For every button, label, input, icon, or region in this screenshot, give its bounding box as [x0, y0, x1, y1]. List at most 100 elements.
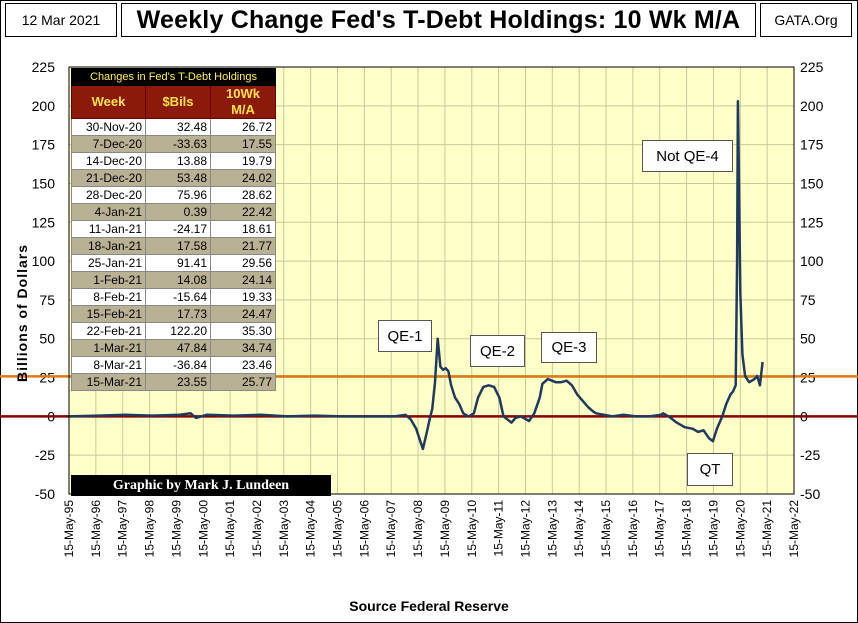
plot-border: [68, 66, 795, 495]
cell-week: 8-Mar-21: [71, 356, 146, 374]
table-row: 25-Jan-21 91.41 29.56: [71, 254, 276, 272]
table-row: 8-Feb-21 -15.64 19.33: [71, 288, 276, 306]
cell-bils: -24.17: [145, 220, 211, 238]
y-tick-label-right: 75: [800, 292, 816, 308]
table-row: 22-Feb-21 122.20 35.30: [71, 322, 276, 340]
cell-week: 8-Feb-21: [71, 288, 146, 306]
x-tick-label: 15-May-09: [438, 500, 452, 558]
x-tick-label: 15-May-15: [599, 500, 613, 558]
cell-ma: 25.77: [210, 373, 276, 391]
cell-ma: 35.30: [210, 322, 276, 340]
x-tick-label: 15-May-97: [116, 500, 130, 558]
cell-bils: 122.20: [145, 322, 211, 340]
cell-ma: 26.72: [210, 118, 276, 136]
cell-bils: 91.41: [145, 254, 211, 272]
cell-bils: 47.84: [145, 339, 211, 357]
y-tick-label-left: -50: [35, 486, 55, 502]
y-tick-label-right: -50: [800, 486, 820, 502]
x-tick-label: 15-May-02: [250, 500, 264, 558]
cell-ma: 24.47: [210, 305, 276, 323]
cell-ma: 23.46: [210, 356, 276, 374]
table-row: 1-Feb-21 14.08 24.14: [71, 271, 276, 289]
cell-ma: 34.74: [210, 339, 276, 357]
cell-ma: 29.56: [210, 254, 276, 272]
cell-week: 30-Nov-20: [71, 118, 146, 136]
cell-ma: 17.55: [210, 135, 276, 153]
cell-bils: -33.63: [145, 135, 211, 153]
table-row: 28-Dec-20 75.96 28.62: [71, 186, 276, 204]
cell-week: 15-Feb-21: [71, 305, 146, 323]
cell-bils: 17.58: [145, 237, 211, 255]
cell-week: 11-Jan-21: [71, 220, 146, 238]
x-tick-label: 15-May-17: [653, 500, 667, 558]
x-tick-label: 15-May-99: [169, 500, 183, 558]
annotation-qe1: QE-1: [378, 320, 432, 352]
x-tick-label: 15-May-18: [680, 500, 694, 558]
cell-week: 22-Feb-21: [71, 322, 146, 340]
table-row: 4-Jan-21 0.39 22.42: [71, 203, 276, 221]
table-row: 1-Mar-21 47.84 34.74: [71, 339, 276, 357]
cell-ma: 21.77: [210, 237, 276, 255]
table-row: 7-Dec-20 -33.63 17.55: [71, 135, 276, 153]
y-tick-label-right: 200: [800, 98, 824, 114]
cell-week: 28-Dec-20: [71, 186, 146, 204]
cell-ma: 22.42: [210, 203, 276, 221]
y-tick-label-right: 50: [800, 331, 816, 347]
cell-week: 1-Mar-21: [71, 339, 146, 357]
cell-week: 14-Dec-20: [71, 152, 146, 170]
x-tick-label: 15-May-16: [626, 500, 640, 558]
x-tick-label: 15-May-95: [62, 500, 76, 558]
cell-ma: 24.02: [210, 169, 276, 187]
x-tick-label: 15-May-03: [277, 500, 291, 558]
x-tick-label: 15-May-00: [196, 500, 210, 558]
data-table: Changes in Fed's T-Debt Holdings Week $B…: [71, 68, 276, 391]
x-tick-label: 15-May-19: [706, 500, 720, 558]
cell-bils: 0.39: [145, 203, 211, 221]
cell-ma: 18.61: [210, 220, 276, 238]
x-tick-label: 15-May-96: [89, 500, 103, 558]
table-row: 30-Nov-20 32.48 26.72: [71, 118, 276, 136]
x-tick-label: 15-May-04: [304, 500, 318, 558]
cell-bils: 75.96: [145, 186, 211, 204]
y-tick-label-right: 175: [800, 137, 824, 153]
x-axis-title: Source Federal Reserve: [349, 598, 509, 614]
cell-bils: -15.64: [145, 288, 211, 306]
annotation-qe3: QE-3: [541, 332, 597, 363]
cell-ma: 28.62: [210, 186, 276, 204]
table-row: 21-Dec-20 53.48 24.02: [71, 169, 276, 187]
y-tick-label-left: 150: [32, 175, 56, 191]
table-row: 14-Dec-20 13.88 19.79: [71, 152, 276, 170]
x-tick-label: 15-May-01: [223, 500, 237, 558]
x-tick-label: 15-May-07: [384, 500, 398, 558]
cell-week: 21-Dec-20: [71, 169, 146, 187]
cell-bils: 32.48: [145, 118, 211, 136]
y-tick-label-left: 100: [32, 253, 56, 269]
cell-week: 4-Jan-21: [71, 203, 146, 221]
table-row: 15-Mar-21 23.55 25.77: [71, 373, 276, 391]
cell-week: 25-Jan-21: [71, 254, 146, 272]
x-tick-label: 15-May-06: [357, 500, 371, 558]
x-tick-label: 15-May-10: [465, 500, 479, 558]
x-tick-label: 15-May-13: [545, 500, 559, 558]
x-tick-label: 15-May-05: [331, 500, 345, 558]
annotation-qt: QT: [687, 453, 733, 486]
x-tick-label: 15-May-21: [760, 500, 774, 558]
cell-ma: 24.14: [210, 271, 276, 289]
table-row: 18-Jan-21 17.58 21.77: [71, 237, 276, 255]
cell-ma: 19.33: [210, 288, 276, 306]
y-tick-label-right: 225: [800, 59, 824, 75]
cell-bils: -36.84: [145, 356, 211, 374]
y-tick-label-right: 125: [800, 214, 824, 230]
series-line: [68, 99, 764, 451]
cell-ma: 19.79: [210, 152, 276, 170]
x-tick-label: 15-May-12: [518, 500, 532, 558]
x-tick-label: 15-May-11: [492, 500, 506, 557]
date-label: 12 Mar 2021: [5, 3, 117, 37]
cell-bils: 17.73: [145, 305, 211, 323]
y-tick-label-right: -25: [800, 447, 820, 463]
cell-bils: 14.08: [145, 271, 211, 289]
x-tick-label: 15-May-20: [733, 500, 747, 558]
y-tick-label-left: 125: [32, 214, 56, 230]
y-tick-label-left: 200: [32, 98, 56, 114]
table-row: 15-Feb-21 17.73 24.47: [71, 305, 276, 323]
